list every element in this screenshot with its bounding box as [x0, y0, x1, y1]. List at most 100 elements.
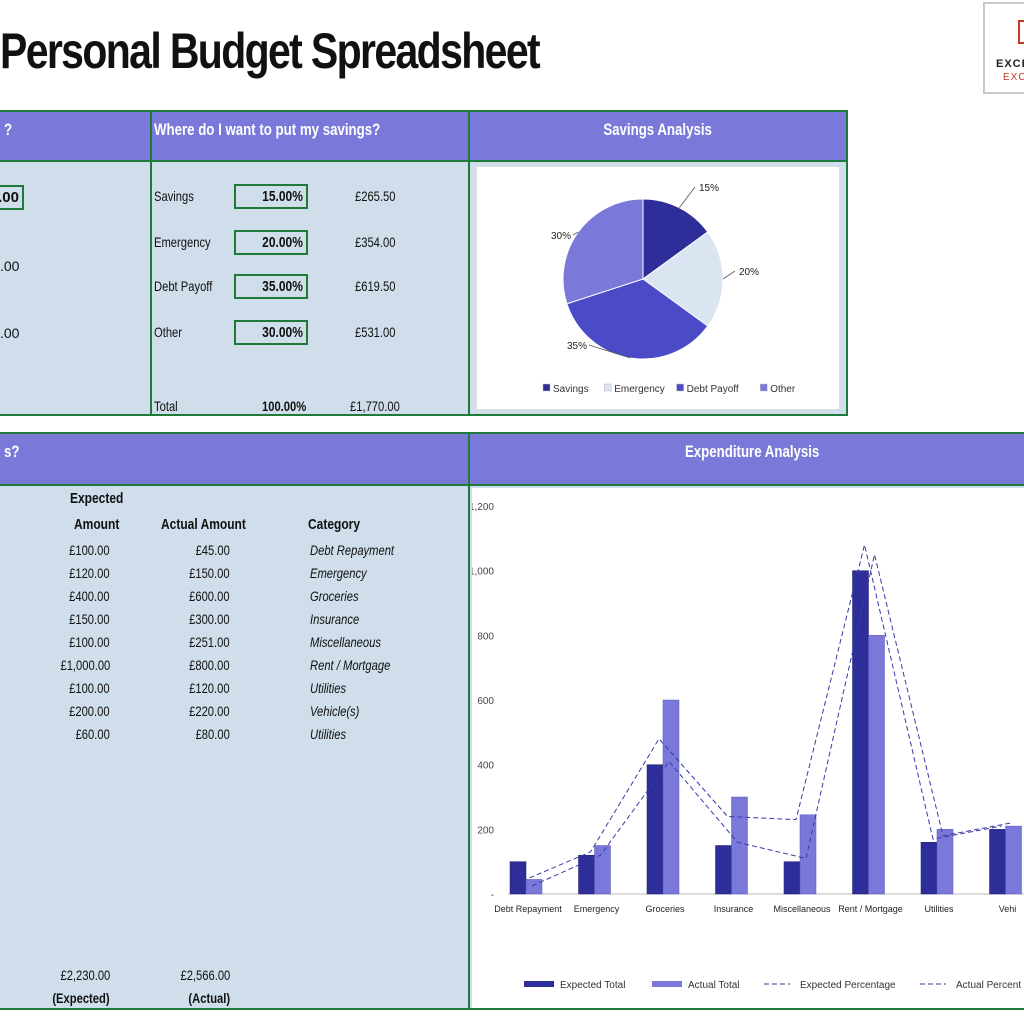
actual-amount: £220.00	[189, 703, 230, 719]
expected-amount: £150.00	[69, 611, 110, 627]
category-label: Miscellaneous	[310, 634, 381, 650]
income-value-box[interactable]: .00	[0, 185, 24, 210]
bar-expected	[920, 842, 938, 895]
bottom-divider	[468, 434, 470, 1008]
expected-amount: £400.00	[69, 588, 110, 604]
actual-amount: £150.00	[189, 565, 230, 581]
expected-amount: £1,000.00	[60, 657, 110, 673]
bar-actual	[936, 829, 954, 895]
pie-data-label: 35%	[567, 341, 587, 352]
category-label: Emergency	[310, 565, 367, 581]
y-tick-label: 400	[477, 761, 494, 772]
expected-col-header-2: Amount	[74, 516, 120, 533]
actual-amount: £80.00	[195, 726, 230, 742]
legend-label: Actual Total	[688, 980, 740, 991]
x-tick-label: Insurance	[714, 904, 754, 914]
savings-pie-chart: 15% 20% 35% 30% Savings Emergency Debt Payoff O…	[476, 166, 840, 410]
category-label: Debt Repayment	[310, 542, 395, 558]
x-tick-label: Utilities	[924, 904, 954, 914]
y-tick-label: 1,200	[472, 502, 494, 513]
bar-expected	[646, 764, 664, 895]
y-tick-label: 1,000	[472, 567, 494, 578]
x-tick-label: Debt Repayment	[494, 904, 562, 914]
debt-payoff-amount: £619.50	[355, 278, 396, 294]
bar-actual	[731, 796, 748, 895]
bar-actual	[868, 635, 885, 895]
expenditure-bar-chart: - 200 400 600 800 1,000 1,200 Debt Repayment Eme…	[469, 488, 1024, 1008]
debt-payoff-row-label: Debt Payoff	[154, 278, 213, 294]
total-expected-value: £2,230.00	[60, 967, 110, 983]
actual-amount: £45.00	[195, 542, 230, 558]
top-divider-1	[150, 112, 152, 414]
pie-data-label: 30%	[551, 231, 571, 242]
legend-label: Debt Payoff	[687, 384, 739, 395]
legend-label: Emergency	[614, 384, 665, 395]
total-expected-label: (Expected)	[52, 990, 110, 1006]
bar-actual	[799, 814, 817, 895]
x-tick-label: Vehi	[999, 904, 1017, 914]
savings-amount: £265.50	[355, 188, 396, 204]
expected-col-header-1: Expected	[70, 490, 124, 507]
page-title: Personal Budget Spreadsheet	[0, 23, 541, 79]
bar-expected	[852, 570, 869, 895]
bar-actual	[1005, 825, 1022, 895]
other-percent-input[interactable]: 30.00%	[234, 320, 308, 345]
legend-label: Expected Percentage	[800, 980, 896, 991]
bar-expected	[715, 845, 732, 895]
category-label: Vehicle(s)	[310, 703, 360, 719]
category-label: Insurance	[310, 611, 360, 627]
income-value-2: .00	[0, 258, 20, 274]
expected-amount: £100.00	[69, 542, 110, 558]
legend-swatch	[759, 383, 768, 392]
legend-swatch	[524, 981, 554, 987]
line-expected-percentage	[521, 544, 1002, 882]
legend-swatch	[603, 383, 612, 392]
emergency-row-label: Emergency	[154, 234, 211, 250]
expenditure-analysis-header: Expenditure Analysis	[470, 434, 1024, 484]
x-tick-label: Groceries	[645, 904, 685, 914]
savings-percent-input[interactable]: 15.00%	[234, 184, 308, 209]
savings-analysis-header: Savings Analysis	[470, 112, 846, 160]
actual-amount: £251.00	[189, 634, 230, 650]
other-row-label: Other	[154, 324, 183, 340]
savings-row-label: Savings	[154, 188, 194, 204]
emergency-percent-input[interactable]: 20.00%	[234, 230, 308, 255]
category-label: Utilities	[310, 680, 347, 696]
actual-amount: £600.00	[189, 588, 230, 604]
bar-actual	[594, 845, 611, 895]
category-label: Groceries	[310, 588, 359, 604]
total-actual-value: £2,566.00	[180, 967, 230, 983]
savings-pie-svg: 15% 20% 35% 30% Savings Emergency Debt Payoff O…	[542, 183, 796, 395]
debt-payoff-percent-input[interactable]: 35.00%	[234, 274, 308, 299]
expected-amount: £200.00	[69, 703, 110, 719]
bottom-header-divider	[0, 484, 1024, 486]
actual-col-header: Actual Amount	[161, 516, 246, 533]
bar-expected	[509, 861, 527, 895]
expected-amount: £100.00	[69, 634, 110, 650]
actual-amount: £120.00	[189, 680, 230, 696]
pie-leader-line	[588, 344, 631, 359]
bar-actual	[525, 879, 543, 895]
bottom-panel: s? Expenditure Analysis Expected Amount …	[0, 432, 1024, 1010]
pie-leader-line	[572, 231, 579, 236]
pie-leader-line	[722, 270, 736, 280]
bar-actual	[662, 699, 680, 895]
savings-total-label: Total	[154, 398, 178, 414]
savings-total-percent: 100.00%	[262, 398, 307, 414]
x-tick-label: Emergency	[574, 904, 620, 914]
income-value-3: .00	[0, 325, 20, 341]
x-tick-label: Miscellaneous	[773, 904, 831, 914]
y-tick-label: 200	[477, 825, 494, 836]
y-tick-label: 600	[477, 696, 494, 707]
logo-icon	[1018, 20, 1024, 44]
pie-slice-savings	[642, 198, 709, 280]
pie-data-label: 15%	[699, 183, 719, 194]
actual-amount: £300.00	[189, 611, 230, 627]
expected-amount: £100.00	[69, 680, 110, 696]
savings-total-amount: £1,770.00	[350, 398, 400, 414]
emergency-amount: £354.00	[355, 234, 396, 250]
category-label: Utilities	[310, 726, 347, 742]
pie-slice-other	[562, 198, 644, 305]
